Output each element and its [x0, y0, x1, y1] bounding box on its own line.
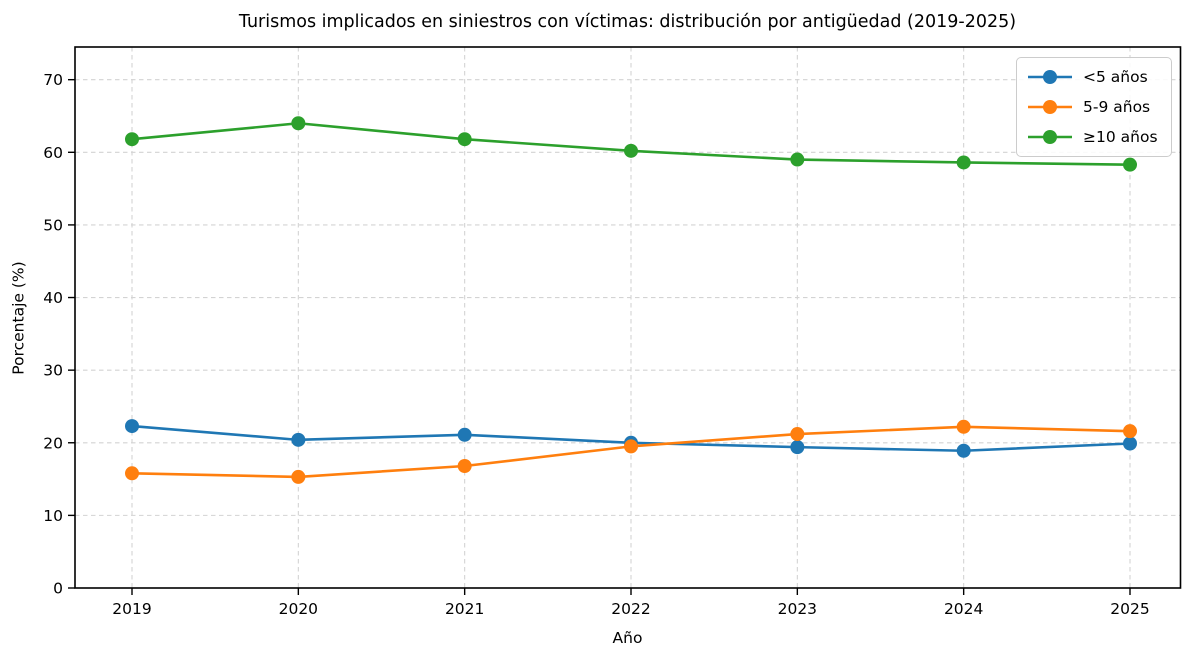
legend-line-sample	[1028, 130, 1072, 144]
x-tick-label: 2024	[944, 600, 983, 618]
data-point	[790, 152, 805, 167]
data-point	[956, 419, 971, 434]
data-point	[125, 419, 139, 434]
x-tick-label: 2022	[611, 600, 650, 618]
data-point	[956, 155, 971, 170]
data-point	[624, 143, 638, 158]
y-tick-label: 40	[43, 289, 63, 307]
data-point	[790, 440, 805, 455]
data-point	[1123, 157, 1137, 172]
data-point	[457, 427, 472, 442]
legend-label: ≥10 años	[1083, 128, 1158, 146]
axes-spines	[74, 46, 1182, 589]
legend-item: <5 años	[1026, 65, 1161, 89]
legend-line-sample	[1028, 100, 1072, 114]
legend: <5 años 5-9 años ≥10 años	[1016, 57, 1172, 157]
y-tick-label: 20	[43, 434, 63, 452]
x-tick-label: 2021	[445, 600, 484, 618]
x-tick-label: 2025	[1110, 600, 1149, 618]
y-tick-label: 0	[53, 580, 63, 598]
data-point	[1123, 424, 1137, 439]
x-tick-label: 2020	[279, 600, 318, 618]
legend-line-sample	[1028, 70, 1072, 84]
y-tick-label: 50	[43, 216, 63, 234]
chart-title: Turismos implicados en siniestros con ví…	[238, 12, 1017, 32]
data-point	[624, 439, 638, 454]
legend-item: ≥10 años	[1026, 125, 1161, 149]
y-axis-label: Porcentaje (%)	[9, 261, 28, 375]
data-point	[457, 132, 472, 147]
data-point	[790, 427, 805, 442]
data-point	[291, 116, 306, 131]
x-axis-label: Año	[612, 629, 643, 647]
y-tick-label: 70	[43, 71, 63, 89]
x-tick-label: 2019	[112, 600, 151, 618]
data-point	[1123, 436, 1137, 451]
data-point	[956, 443, 971, 458]
data-point	[125, 466, 139, 481]
data-point	[291, 432, 306, 447]
data-point	[125, 132, 139, 147]
x-tick-label: 2023	[778, 600, 817, 618]
y-tick-label: 10	[43, 507, 63, 525]
legend-label: <5 años	[1083, 68, 1148, 86]
data-point	[291, 469, 306, 484]
data-point	[457, 459, 472, 474]
legend-label: 5-9 años	[1083, 98, 1151, 116]
y-tick-label: 30	[43, 362, 63, 380]
legend-item: 5-9 años	[1026, 95, 1161, 119]
y-tick-label: 60	[43, 144, 63, 162]
